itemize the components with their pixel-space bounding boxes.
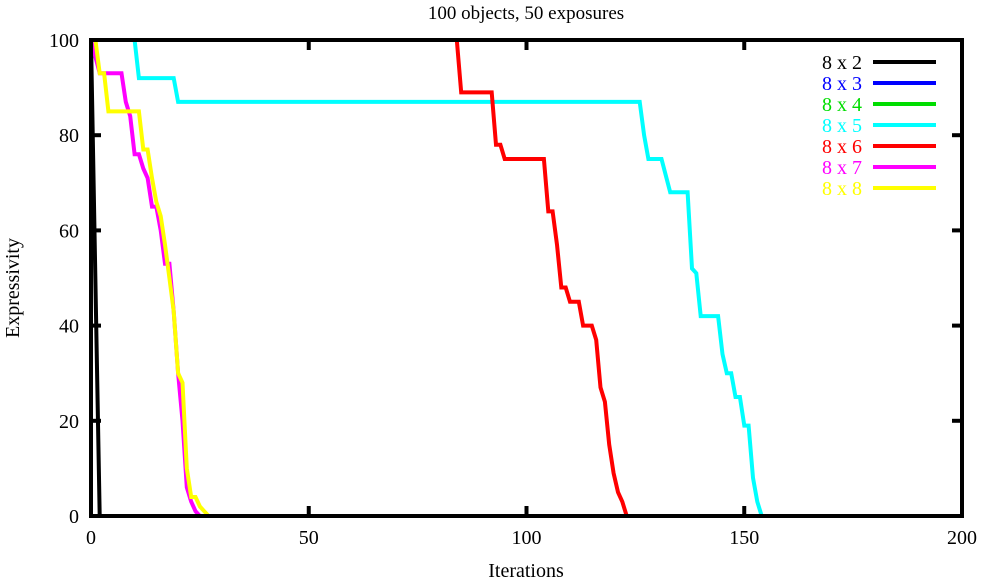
- x-tick-label: 200: [947, 527, 977, 549]
- legend-label: 8 x 7: [822, 157, 862, 179]
- series-line-8x7: [89, 39, 962, 518]
- x-tick-label: 100: [512, 527, 542, 549]
- legend-label: 8 x 3: [822, 73, 862, 95]
- series-line-8x6: [91, 38, 962, 518]
- legend-label: 8 x 5: [822, 115, 862, 137]
- plot-frame: [89, 38, 964, 518]
- x-axis-label: Iterations: [488, 560, 564, 578]
- y-axis-label: Expressivity: [2, 238, 24, 338]
- y-tick-label: 80: [59, 125, 79, 147]
- legend-label: 8 x 4: [822, 94, 862, 116]
- y-tick-label: 100: [49, 30, 79, 52]
- y-tick-label: 40: [59, 316, 79, 338]
- chart-title: 100 objects, 50 exposures: [428, 3, 624, 24]
- legend-label: 8 x 8: [822, 178, 862, 200]
- x-axis: 0 50 100 150 200: [86, 40, 977, 549]
- x-tick-label: 0: [86, 527, 96, 549]
- y-axis: 0 20 40 60 80 100: [49, 30, 962, 528]
- series-line-8x8: [91, 38, 962, 518]
- legend: 8 x 28 x 38 x 48 x 58 x 68 x 78 x 8: [822, 52, 936, 200]
- x-tick-label: 50: [299, 527, 319, 549]
- y-tick-label: 20: [59, 411, 79, 433]
- y-tick-label: 0: [69, 506, 79, 528]
- legend-label: 8 x 2: [822, 52, 862, 74]
- y-tick-label: 60: [59, 220, 79, 242]
- x-tick-label: 150: [729, 527, 759, 549]
- series-line-8x5: [91, 38, 962, 518]
- legend-label: 8 x 6: [822, 136, 862, 158]
